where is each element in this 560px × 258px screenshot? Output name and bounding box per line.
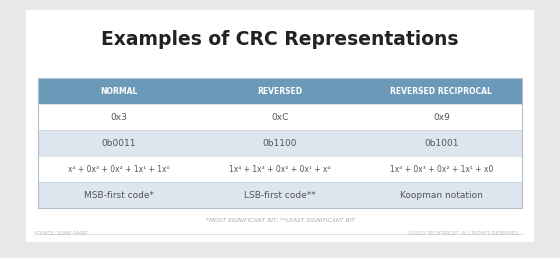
- Bar: [199, 130, 361, 156]
- Bar: [199, 182, 361, 208]
- Bar: [199, 78, 361, 104]
- Text: *MOST SIGNIFICANT BIT; **LEAST SIGNIFICANT BIT: *MOST SIGNIFICANT BIT; **LEAST SIGNIFICA…: [206, 218, 354, 223]
- Bar: [38, 78, 199, 104]
- Text: x⁴ + 0x³ + 0x² + 1x¹ + 1x⁰: x⁴ + 0x³ + 0x² + 1x¹ + 1x⁰: [68, 165, 170, 173]
- Text: 0b1001: 0b1001: [424, 139, 459, 148]
- Text: MSB-first code*: MSB-first code*: [83, 190, 153, 199]
- Bar: [199, 156, 361, 182]
- Bar: [199, 104, 361, 130]
- Bar: [361, 104, 522, 130]
- Text: 0x3: 0x3: [110, 112, 127, 122]
- Bar: [38, 104, 199, 130]
- Bar: [38, 130, 199, 156]
- Bar: [361, 78, 522, 104]
- Text: 0b0011: 0b0011: [101, 139, 136, 148]
- Text: REVERSED: REVERSED: [258, 86, 302, 95]
- Bar: [361, 156, 522, 182]
- Bar: [38, 156, 199, 182]
- Text: 1x⁴ + 1x³ + 0x² + 0x¹ + x⁴: 1x⁴ + 1x³ + 0x² + 0x¹ + x⁴: [229, 165, 331, 173]
- Bar: [38, 78, 522, 208]
- Text: Examples of CRC Representations: Examples of CRC Representations: [101, 30, 459, 49]
- Text: 0x9: 0x9: [433, 112, 450, 122]
- Text: SOURCE: SOME APART: SOURCE: SOME APART: [34, 231, 88, 236]
- Text: LSB-first code**: LSB-first code**: [244, 190, 316, 199]
- Bar: [361, 182, 522, 208]
- FancyBboxPatch shape: [26, 10, 534, 242]
- Text: 1x⁴ + 0x³ + 0x² + 1x¹ + x0: 1x⁴ + 0x³ + 0x² + 1x¹ + x0: [390, 165, 493, 173]
- Text: NORMAL: NORMAL: [100, 86, 137, 95]
- Bar: [361, 130, 522, 156]
- Text: ©2023 TECHTARGET. ALL RIGHTS RESERVED.: ©2023 TECHTARGET. ALL RIGHTS RESERVED.: [408, 231, 520, 236]
- Text: 0b1100: 0b1100: [263, 139, 297, 148]
- Bar: [38, 182, 199, 208]
- Text: REVERSED RECIPROCAL: REVERSED RECIPROCAL: [390, 86, 492, 95]
- Text: Koopman notation: Koopman notation: [400, 190, 483, 199]
- Text: 0xC: 0xC: [271, 112, 289, 122]
